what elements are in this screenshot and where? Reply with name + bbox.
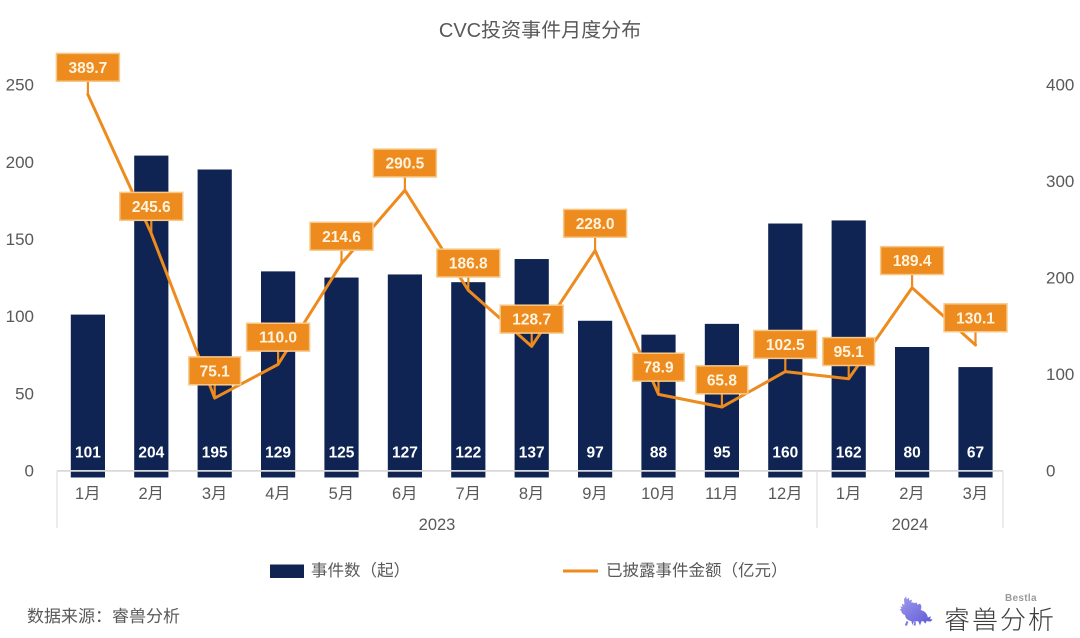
svg-text:2023: 2023 xyxy=(419,516,456,534)
svg-text:102.5: 102.5 xyxy=(766,337,805,354)
svg-text:已披露事件金额（亿元）: 已披露事件金额（亿元） xyxy=(606,561,788,580)
svg-text:95: 95 xyxy=(713,445,731,462)
svg-text:195: 195 xyxy=(202,445,228,462)
svg-text:95.1: 95.1 xyxy=(834,344,865,361)
svg-text:137: 137 xyxy=(519,445,545,462)
svg-text:75.1: 75.1 xyxy=(200,363,231,380)
svg-text:186.8: 186.8 xyxy=(449,256,488,273)
svg-text:200: 200 xyxy=(1046,269,1074,288)
svg-text:100: 100 xyxy=(1046,365,1074,384)
svg-text:88: 88 xyxy=(650,445,668,462)
svg-text:290.5: 290.5 xyxy=(386,156,425,173)
svg-text:3月: 3月 xyxy=(963,485,989,503)
svg-text:0: 0 xyxy=(1046,462,1055,481)
svg-text:110.0: 110.0 xyxy=(259,330,297,347)
svg-text:4月: 4月 xyxy=(265,485,291,503)
svg-text:3月: 3月 xyxy=(202,485,228,503)
svg-text:122: 122 xyxy=(455,445,481,462)
svg-text:245.6: 245.6 xyxy=(132,199,171,216)
svg-text:数据来源：睿兽分析: 数据来源：睿兽分析 xyxy=(27,607,180,626)
svg-text:2月: 2月 xyxy=(138,485,164,503)
svg-text:127: 127 xyxy=(392,445,418,462)
svg-text:10月: 10月 xyxy=(641,485,676,503)
svg-text:250: 250 xyxy=(6,76,34,95)
svg-text:160: 160 xyxy=(772,445,798,462)
svg-text:9月: 9月 xyxy=(582,485,608,503)
svg-text:65.8: 65.8 xyxy=(707,372,738,389)
svg-text:125: 125 xyxy=(329,445,355,462)
svg-text:2024: 2024 xyxy=(892,516,929,534)
svg-text:200: 200 xyxy=(6,153,34,172)
svg-text:300: 300 xyxy=(1046,172,1074,191)
svg-text:162: 162 xyxy=(836,445,862,462)
svg-text:214.6: 214.6 xyxy=(322,229,361,246)
svg-text:78.9: 78.9 xyxy=(643,360,674,377)
svg-text:5月: 5月 xyxy=(329,485,355,503)
svg-text:50: 50 xyxy=(15,384,34,403)
svg-text:130.1: 130.1 xyxy=(956,310,995,327)
svg-text:400: 400 xyxy=(1046,76,1074,95)
svg-text:101: 101 xyxy=(75,445,101,462)
svg-text:2月: 2月 xyxy=(899,485,925,503)
svg-text:204: 204 xyxy=(138,445,164,462)
svg-text:6月: 6月 xyxy=(392,485,418,503)
svg-text:228.0: 228.0 xyxy=(576,216,615,233)
svg-text:7月: 7月 xyxy=(455,485,481,503)
svg-text:8月: 8月 xyxy=(519,485,545,503)
svg-text:80: 80 xyxy=(903,445,920,462)
svg-text:1月: 1月 xyxy=(75,485,101,503)
svg-text:128.7: 128.7 xyxy=(512,312,551,329)
svg-text:389.7: 389.7 xyxy=(69,60,108,77)
svg-text:1月: 1月 xyxy=(836,485,862,503)
svg-text:97: 97 xyxy=(586,445,603,462)
svg-text:67: 67 xyxy=(967,445,984,462)
svg-text:150: 150 xyxy=(6,230,34,249)
svg-text:12月: 12月 xyxy=(768,485,803,503)
svg-text:事件数（起）: 事件数（起） xyxy=(311,561,410,580)
svg-text:129: 129 xyxy=(265,445,291,462)
svg-text:0: 0 xyxy=(25,462,34,481)
svg-text:11月: 11月 xyxy=(705,485,739,503)
svg-text:100: 100 xyxy=(6,307,34,326)
svg-text:189.4: 189.4 xyxy=(893,253,932,270)
